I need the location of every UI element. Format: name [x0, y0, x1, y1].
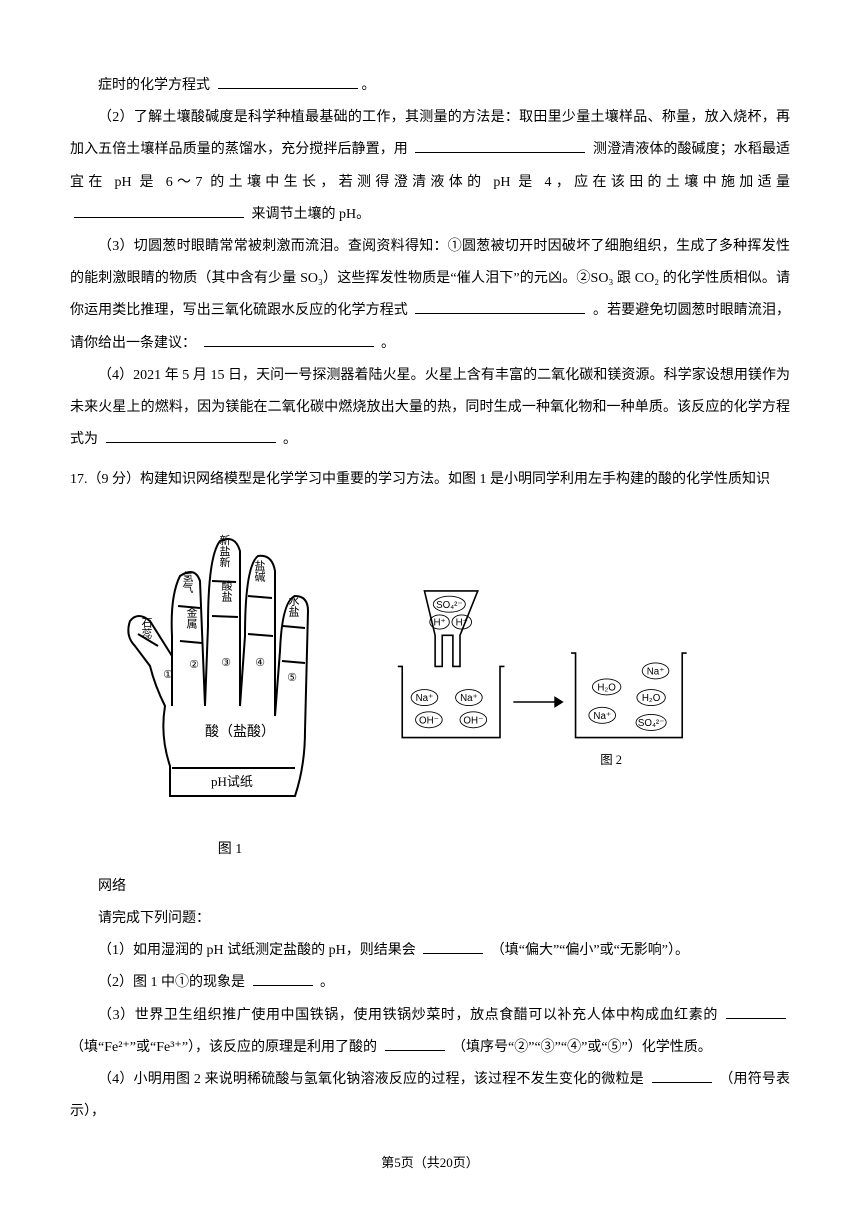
svg-text:H⁺: H⁺: [456, 617, 468, 628]
blank-p4[interactable]: [106, 425, 276, 443]
q17-1: （1）如用湿润的 pH 试纸测定盐酸的 pH，则结果会 （填“偏大”“偏小”或“…: [70, 935, 790, 967]
beaker-diagram: SO₄²⁻ H⁺ H⁺ Na⁺ Na⁺ OH⁻ OH⁻ Na⁺: [380, 582, 700, 778]
q17-2-prefix: （2）图 1 中①的现象是: [98, 975, 245, 990]
q17-2: （2）图 1 中①的现象是 。: [70, 967, 790, 999]
q17-4: （4）小明用图 2 来说明稀硫酸与氢氧化钠溶液反应的过程，该过程不发生变化的微粒…: [70, 1064, 790, 1128]
svg-text:金属: 金属: [185, 606, 198, 630]
q17-intro: 请完成下列问题：: [70, 903, 790, 935]
svg-text:②: ②: [189, 659, 199, 671]
svg-text:H₂O: H₂O: [642, 693, 661, 704]
blank-q17-3a[interactable]: [726, 1001, 786, 1019]
q17-1-prefix: （1）如用湿润的 pH 试纸测定盐酸的 pH，则结果会: [98, 943, 416, 958]
q17-3: （3）世界卫生组织推广使用中国铁锅，使用铁锅炒菜时，放点食醋可以补充人体中构成血…: [70, 1000, 790, 1064]
blank-q17-3b[interactable]: [385, 1033, 445, 1051]
svg-text:Na⁺: Na⁺: [593, 711, 611, 722]
svg-text:H₂O: H₂O: [597, 682, 616, 693]
blank-p2b[interactable]: [74, 200, 244, 218]
page-footer: 第5页（共20页）: [70, 1148, 790, 1178]
blank-p3b[interactable]: [204, 329, 374, 347]
main-content: 症时的化学方程式 。 （2）了解土壤酸碱度是科学种植最基础的工作，其测量的方法是…: [70, 70, 790, 1128]
q17-3-mid: （填“Fe²⁺”或“Fe³⁺”），该反应的原理是利用了酸的: [70, 1040, 377, 1055]
blank-p2a[interactable]: [415, 135, 585, 153]
svg-text:水盐: 水盐: [287, 595, 300, 617]
blank-p1[interactable]: [218, 71, 358, 89]
q17-1-end: （填“偏大”“偏小”或“无影响”）。: [491, 943, 689, 958]
blank-q17-4[interactable]: [652, 1065, 712, 1083]
svg-text:酸（盐酸）: 酸（盐酸）: [205, 724, 275, 740]
q17-4-prefix: （4）小明用图 2 来说明稀硫酸与氢氧化钠溶液反应的过程，该过程不发生变化的微粒…: [98, 1072, 644, 1087]
svg-text:H⁺: H⁺: [433, 617, 445, 628]
q17-3-prefix: （3）世界卫生组织推广使用中国铁锅，使用铁锅炒菜时，放点食醋可以补充人体中构成血…: [98, 1008, 718, 1023]
svg-text:①: ①: [163, 669, 173, 681]
blank-q17-1[interactable]: [423, 936, 483, 954]
figure-2-container: SO₄²⁻ H⁺ H⁺ Na⁺ Na⁺ OH⁻ OH⁻ Na⁺: [380, 582, 700, 791]
p4-end: 。: [283, 432, 297, 447]
fig1-caption: 图 1: [100, 834, 360, 866]
cont-p2: （2）了解土壤酸碱度是科学种植最基础的工作，其测量的方法是：取田里少量土壤样品、…: [70, 102, 790, 231]
p2-end: 来调节土壤的 pH。: [252, 207, 371, 222]
cont-p3: （3）切圆葱时眼睛常常被刺激而流泪。查阅资料得知：①圆葱被切开时因破坏了细胞组织…: [70, 231, 790, 360]
q17-header-text: 17.（9 分）构建知识网络模型是化学学习中重要的学习方法。如图 1 是小明同学…: [70, 472, 770, 487]
svg-text:④: ④: [255, 657, 265, 669]
q17-wangluo: 网络: [98, 871, 790, 903]
svg-text:SO₄²⁻: SO₄²⁻: [436, 600, 463, 611]
p1-text: 症时的化学方程式: [98, 78, 210, 93]
p3-end: 。: [381, 336, 395, 351]
svg-text:Na⁺: Na⁺: [460, 693, 478, 704]
svg-text:图 2: 图 2: [600, 753, 622, 767]
svg-text:pH试纸: pH试纸: [211, 774, 253, 789]
cont-p4: （4）2021 年 5 月 15 日，天问一号探测器着陆火星。火星上含有丰富的二…: [70, 360, 790, 457]
svg-text:酸盐: 酸盐: [220, 579, 233, 602]
q17-3-end: （填序号“②”“③”“④”或“⑤”）化学性质。: [452, 1040, 712, 1055]
svg-text:氢气: 氢气: [181, 570, 194, 593]
svg-text:⑤: ⑤: [287, 672, 297, 684]
q17-2-end: 。: [320, 975, 334, 990]
svg-text:Na⁺: Na⁺: [416, 693, 434, 704]
cont-p1: 症时的化学方程式 。: [70, 70, 790, 102]
svg-text:Na⁺: Na⁺: [647, 666, 665, 677]
svg-text:石蕊: 石蕊: [140, 617, 153, 639]
q17-header: 17.（9 分）构建知识网络模型是化学学习中重要的学习方法。如图 1 是小明同学…: [70, 464, 790, 496]
blank-q17-2[interactable]: [253, 968, 313, 986]
figure-1-container: 石蕊 ① 氢气 金属 ② 新盐新 酸盐 ③ 盐碱 ④ 水盐 ⑤: [100, 506, 360, 865]
svg-text:③: ③: [221, 657, 231, 669]
figures-row: 石蕊 ① 氢气 金属 ② 新盐新 酸盐 ③ 盐碱 ④ 水盐 ⑤: [100, 506, 790, 865]
svg-text:盐碱: 盐碱: [253, 560, 266, 583]
svg-text:SO₄²⁻: SO₄²⁻: [638, 718, 665, 729]
svg-text:OH⁻: OH⁻: [419, 715, 439, 726]
svg-text:OH⁻: OH⁻: [463, 715, 483, 726]
blank-p3a[interactable]: [415, 296, 585, 314]
svg-text:新盐新: 新盐新: [218, 534, 231, 568]
hand-diagram: 石蕊 ① 氢气 金属 ② 新盐新 酸盐 ③ 盐碱 ④ 水盐 ⑤: [100, 506, 360, 816]
